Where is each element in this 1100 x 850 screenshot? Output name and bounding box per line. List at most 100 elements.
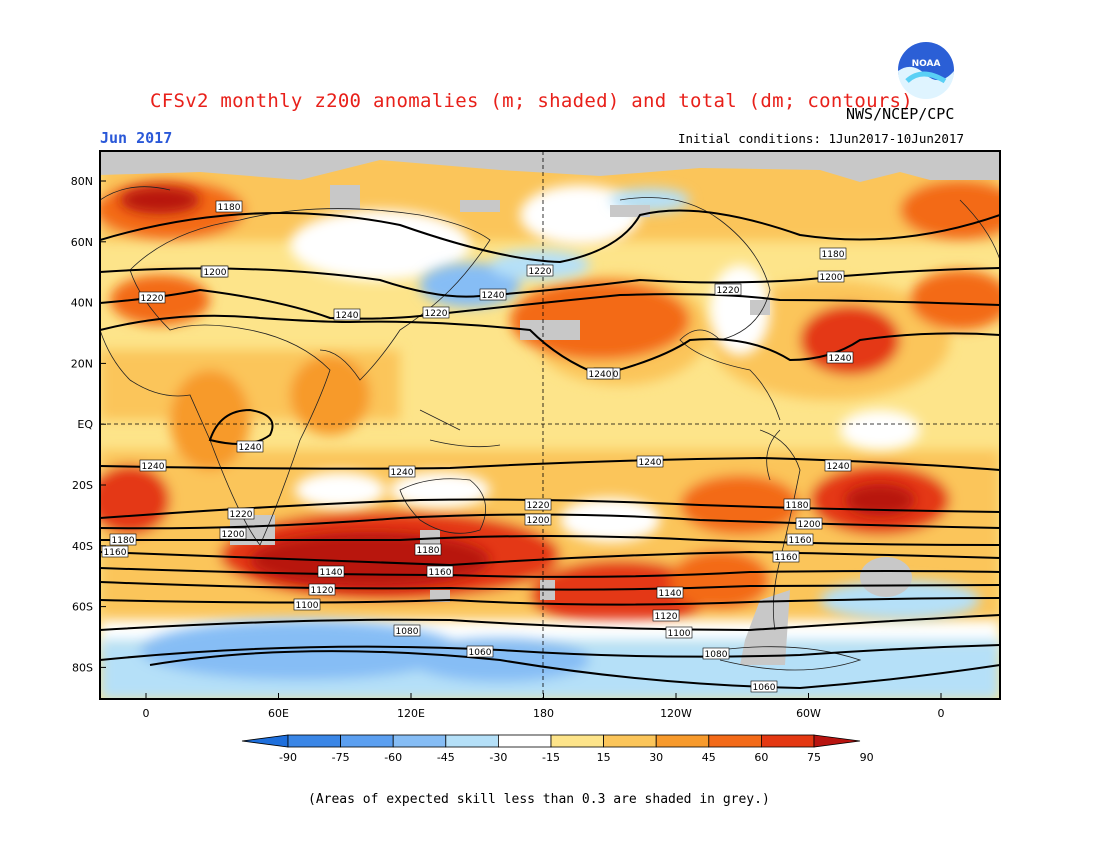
contour-label: 1200 bbox=[201, 265, 229, 278]
latitude-labels: 80N 60N 40N 20N EQ 20S 40S 60S 80S bbox=[71, 175, 106, 674]
colorbar-box bbox=[603, 734, 657, 748]
lat-label: 20N bbox=[71, 357, 93, 370]
colorbar-box bbox=[761, 734, 815, 748]
svg-text:1200: 1200 bbox=[204, 268, 227, 278]
svg-text:1100: 1100 bbox=[668, 629, 691, 639]
skill-footnote: (Areas of expected skill less than 0.3 a… bbox=[308, 792, 770, 807]
coastlines bbox=[100, 186, 1000, 671]
lat-label: 40S bbox=[72, 540, 93, 553]
contour-label: 1200 bbox=[219, 527, 247, 540]
org-label: NWS/NCEP/CPC bbox=[846, 105, 955, 123]
lon-label: 60W bbox=[796, 707, 821, 720]
colorbar-box bbox=[655, 734, 710, 748]
lon-label: 120W bbox=[660, 707, 692, 720]
lon-label: 0 bbox=[938, 707, 945, 720]
svg-text:1240: 1240 bbox=[829, 354, 852, 364]
svg-text:1160: 1160 bbox=[789, 536, 812, 546]
svg-text:1200: 1200 bbox=[798, 520, 821, 530]
colorbar-tick: -30 bbox=[489, 751, 507, 764]
contour-label: 1180 bbox=[215, 200, 243, 213]
initial-conditions-label: Initial conditions: 1Jun2017-10Jun2017 bbox=[678, 131, 964, 146]
colorbar-tick: -15 bbox=[542, 751, 560, 764]
lat-label: 60N bbox=[71, 236, 93, 249]
svg-text:1160: 1160 bbox=[104, 548, 127, 558]
svg-text:1180: 1180 bbox=[112, 536, 135, 546]
month-label: Jun 2017 bbox=[100, 129, 173, 147]
low-skill-areas bbox=[100, 151, 1000, 665]
svg-text:1240: 1240 bbox=[239, 443, 262, 453]
colorbar-tick: -60 bbox=[384, 751, 402, 764]
contour-label: 1240 bbox=[388, 465, 416, 478]
colorbar-tick: -45 bbox=[437, 751, 455, 764]
svg-text:1220: 1220 bbox=[529, 267, 552, 277]
contour-label: 1220 bbox=[526, 264, 554, 277]
svg-text:1140: 1140 bbox=[320, 568, 343, 578]
map-border bbox=[99, 150, 1001, 700]
lon-label: 120E bbox=[397, 707, 425, 720]
svg-text:1220: 1220 bbox=[527, 501, 550, 511]
svg-text:1180: 1180 bbox=[417, 546, 440, 556]
contour-label: 1160 bbox=[101, 545, 129, 558]
svg-text:1240: 1240 bbox=[639, 458, 662, 468]
contour-label: 1180 bbox=[109, 533, 137, 546]
contour-label: 1220 bbox=[422, 306, 450, 319]
colorbar-tick: 75 bbox=[807, 751, 821, 764]
svg-text:1240: 1240 bbox=[336, 311, 359, 321]
contour-label: 1160 bbox=[426, 565, 454, 578]
svg-text:1100: 1100 bbox=[296, 601, 319, 611]
contour-label: 1240 bbox=[636, 455, 664, 468]
colorbar-tick: 15 bbox=[597, 751, 611, 764]
svg-text:1220: 1220 bbox=[717, 286, 740, 296]
contour-label: 1080 bbox=[393, 624, 421, 637]
svg-text:1240: 1240 bbox=[589, 370, 612, 380]
lat-label: EQ bbox=[77, 418, 93, 431]
contour-label: 1200 bbox=[817, 270, 845, 283]
lat-label: 60S bbox=[72, 601, 93, 614]
contour-label: 1180 bbox=[783, 498, 811, 511]
contour-label: 1140 bbox=[317, 565, 345, 578]
contour-label: 1220 bbox=[714, 283, 742, 296]
svg-text:1080: 1080 bbox=[705, 650, 728, 660]
colorbar-tick: 90 bbox=[860, 751, 874, 764]
svg-text:1120: 1120 bbox=[311, 586, 334, 596]
svg-text:1220: 1220 bbox=[425, 309, 448, 319]
contour-label: 1160 bbox=[786, 533, 814, 546]
svg-text:1160: 1160 bbox=[429, 568, 452, 578]
colorbar-box bbox=[550, 734, 604, 748]
svg-text:1080: 1080 bbox=[396, 627, 419, 637]
anomaly-shading bbox=[100, 151, 1000, 699]
svg-text:1240: 1240 bbox=[482, 291, 505, 301]
lon-label: 0 bbox=[143, 707, 150, 720]
colorbar-box bbox=[708, 734, 762, 748]
contour-label: 1240 bbox=[479, 288, 507, 301]
colorbar-box bbox=[340, 734, 394, 748]
contour-label: 1180 bbox=[819, 247, 847, 260]
contour-label: 1200 bbox=[524, 513, 552, 526]
contour-label: 1200 bbox=[795, 517, 823, 530]
svg-text:1180: 1180 bbox=[218, 203, 241, 213]
svg-text:1240: 1240 bbox=[391, 468, 414, 478]
contour-label: 1100 bbox=[293, 598, 321, 611]
contour-label: 1100 bbox=[665, 626, 693, 639]
svg-text:1200: 1200 bbox=[222, 530, 245, 540]
colorbar-box bbox=[445, 734, 499, 748]
contour-label: 1120 bbox=[652, 609, 680, 622]
colorbar: -90 -75 -60 -45 -30 -15 15 30 45 60 75 90 bbox=[241, 734, 874, 764]
svg-text:1200: 1200 bbox=[820, 273, 843, 283]
contour-label: 1140 bbox=[656, 586, 684, 599]
lat-label: 80S bbox=[72, 661, 93, 674]
svg-text:1220: 1220 bbox=[141, 294, 164, 304]
contour-label: 1240 bbox=[824, 459, 852, 472]
colorbar-arrow-left bbox=[241, 734, 289, 748]
svg-text:1140: 1140 bbox=[659, 589, 682, 599]
contour-label: 1220 bbox=[138, 291, 166, 304]
longitude-labels: 0 60E 120E 180 120W 60W 0 bbox=[143, 693, 945, 720]
chart-title: CFSv2 monthly z200 anomalies (m; shaded)… bbox=[150, 90, 914, 112]
colorbar-tick: 30 bbox=[649, 751, 663, 764]
contour-label: 1080 bbox=[702, 647, 730, 660]
svg-text:1180: 1180 bbox=[786, 501, 809, 511]
colorbar-box bbox=[392, 734, 447, 748]
contour-label-group: 1180 1200 1220 1240 1160 1200 1220 1240 1180 1200… bbox=[101, 200, 854, 693]
contour-label: 1120 bbox=[308, 583, 336, 596]
contour-label: 1240 bbox=[139, 459, 167, 472]
